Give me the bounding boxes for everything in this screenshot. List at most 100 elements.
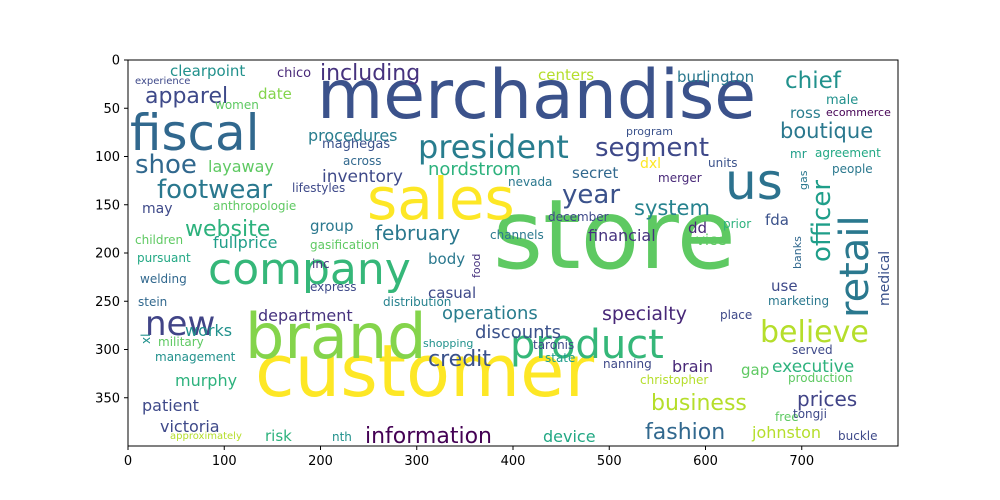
word-prior: prior bbox=[723, 217, 751, 231]
word-december: december bbox=[548, 210, 609, 224]
word-chico: chico bbox=[277, 66, 311, 81]
x-tick-label: 0 bbox=[124, 454, 132, 469]
word-customer: customer bbox=[255, 329, 594, 413]
word-production: production bbox=[788, 371, 852, 385]
word-inc: inc bbox=[312, 257, 330, 271]
word-secret: secret bbox=[572, 164, 618, 182]
word-patient: patient bbox=[142, 396, 199, 415]
word-ecommerce: ecommerce bbox=[826, 106, 891, 119]
x-tick-label: 100 bbox=[212, 454, 237, 469]
word-year: year bbox=[562, 180, 620, 210]
word-program: program bbox=[626, 125, 673, 138]
word-mr: mr bbox=[790, 147, 807, 161]
y-tick-label: 50 bbox=[103, 102, 120, 117]
word-prices: prices bbox=[797, 387, 857, 411]
word-across: across bbox=[343, 154, 381, 168]
word-department: department bbox=[258, 306, 353, 325]
word-operations: operations bbox=[442, 303, 538, 324]
word-nevada: nevada bbox=[508, 175, 552, 189]
word-people: people bbox=[832, 162, 873, 176]
x-tick-label: 300 bbox=[404, 454, 429, 469]
word-officer: officer bbox=[807, 180, 837, 262]
x-tick-label: 400 bbox=[501, 454, 526, 469]
word-footwear: footwear bbox=[157, 175, 272, 205]
word-approximately: approximately bbox=[170, 431, 242, 442]
word-children: children bbox=[135, 233, 183, 247]
y-tick-label: 200 bbox=[95, 247, 120, 262]
word-information: information bbox=[365, 424, 492, 449]
y-tick-label: 100 bbox=[95, 150, 120, 165]
word-chief: chief bbox=[785, 68, 842, 94]
word-gas: gas bbox=[797, 170, 810, 190]
word-express: express bbox=[310, 280, 356, 294]
word-fashion: fashion bbox=[645, 420, 725, 445]
word-believe: believe bbox=[760, 315, 869, 350]
word-taronis: taronis bbox=[533, 338, 574, 352]
x-tick-label: 700 bbox=[789, 454, 814, 469]
word-date: date bbox=[258, 85, 292, 103]
word-us: us bbox=[725, 153, 783, 211]
word-victoria: victoria bbox=[160, 417, 220, 436]
word-shoe: shoe bbox=[135, 150, 197, 180]
word-welding: welding bbox=[140, 272, 187, 286]
word-centers: centers bbox=[538, 66, 594, 84]
x-axis: 0 100 200 300 400 500 600 700 bbox=[124, 446, 814, 469]
word-fda: fda bbox=[765, 211, 789, 229]
word-banks: banks bbox=[791, 236, 804, 269]
word-brain: brain bbox=[672, 357, 713, 376]
word-device: device bbox=[543, 427, 596, 446]
word-vice: vice bbox=[696, 231, 727, 249]
y-tick-label: 150 bbox=[95, 198, 120, 213]
word-lifestyles: lifestyles bbox=[292, 181, 345, 195]
word-body: body bbox=[428, 250, 465, 268]
word-dxl: dxl bbox=[640, 156, 661, 172]
word-xl: xl bbox=[139, 334, 153, 344]
word-medical: medical bbox=[877, 251, 893, 306]
y-tick-label: 300 bbox=[95, 343, 120, 358]
word-casual: casual bbox=[428, 284, 476, 302]
word-anthropologie: anthropologie bbox=[213, 199, 296, 213]
word-president: president bbox=[418, 128, 569, 166]
word-nanning: nanning bbox=[603, 357, 652, 371]
word-credit: credit bbox=[428, 347, 491, 372]
word-discounts: discounts bbox=[475, 322, 561, 343]
word-merger: merger bbox=[658, 171, 702, 185]
word-buckle: buckle bbox=[838, 429, 878, 443]
word-units: units bbox=[708, 156, 738, 170]
word-johnston: johnston bbox=[751, 423, 821, 442]
word-free: free bbox=[775, 410, 799, 424]
word-works: works bbox=[185, 321, 232, 340]
word-nth: nth bbox=[332, 430, 352, 444]
word-specialty: specialty bbox=[602, 303, 687, 325]
x-tick-label: 500 bbox=[597, 454, 622, 469]
word-merchandise: merchandise bbox=[317, 56, 756, 135]
word-marketing: marketing bbox=[768, 294, 829, 308]
y-tick-label: 350 bbox=[95, 391, 120, 406]
word-stein: stein bbox=[138, 295, 167, 309]
word-channels: channels bbox=[490, 228, 544, 242]
word-fiscal: fiscal bbox=[130, 104, 260, 162]
word-gap: gap bbox=[741, 361, 769, 379]
word-women: women bbox=[215, 98, 259, 112]
word-business: business bbox=[651, 391, 747, 416]
word-christopher: christopher bbox=[640, 373, 708, 387]
word-inventory: inventory bbox=[322, 167, 403, 187]
word-maghegas: maghegas bbox=[322, 137, 390, 152]
word-nordstrom: nordstrom bbox=[428, 159, 521, 180]
word-military: military bbox=[158, 335, 204, 349]
word-gasification: gasification bbox=[310, 238, 379, 252]
x-tick-label: 200 bbox=[308, 454, 333, 469]
x-tick-label: 600 bbox=[693, 454, 718, 469]
word-use: use bbox=[771, 277, 798, 295]
word-experience: experience bbox=[135, 76, 190, 87]
word-group: group bbox=[310, 217, 354, 235]
word-shopping: shopping bbox=[423, 337, 473, 350]
word-served: served bbox=[792, 343, 833, 357]
word-may: may bbox=[142, 201, 173, 217]
word-sales: sales bbox=[367, 165, 515, 233]
word-murphy: murphy bbox=[175, 371, 237, 390]
word-apparel: apparel bbox=[145, 84, 228, 109]
word-including: including bbox=[320, 61, 420, 86]
